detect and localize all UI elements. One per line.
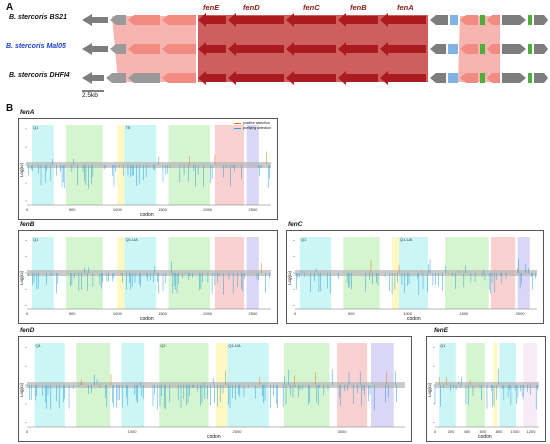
gene-label-fenC: fenC (303, 3, 320, 12)
x-tick-label: 1500 (158, 311, 168, 316)
x-tick-label: 0 (434, 429, 437, 434)
y-axis-label-fenA: Log(ω) (19, 162, 24, 177)
plot-title-fenD: fenD (20, 327, 35, 334)
domain-label: Q1 (33, 237, 39, 242)
x-tick-label: 0 (26, 311, 29, 316)
x-tick-label: 2500 (248, 207, 258, 212)
x-tick-label: 0 (294, 311, 297, 316)
panel-a-letter: A (6, 2, 14, 13)
selection-plot-fenD: 0 1000 2000 3000 Q1 Q2 Q1-UA Log(ω) codon (18, 336, 412, 442)
plot-svg-fenC: 0 500 1000 1500 2000 Q1 Q1-UA (293, 237, 537, 316)
legend-positive: positive selection (234, 121, 270, 125)
selection-plot-fenA: 0 500 1000 1500 2000 2500 Q1 TE Log(ω) codon (18, 118, 278, 220)
gene-label-fenB: fenB (350, 3, 367, 12)
plot-svg-fenE: 0 200 400 600 800 1000 1200 Q1 (433, 343, 539, 434)
x-tick-label: 2000 (516, 311, 526, 316)
x-tick-label: 500 (348, 311, 355, 316)
x-tick-label: 1500 (158, 207, 168, 212)
neutral-band (27, 382, 405, 388)
x-tick-label: 1000 (113, 311, 123, 316)
x-axis-label-fenC: codon (407, 316, 421, 322)
x-tick-label: 500 (69, 311, 76, 316)
gene-cluster-map (82, 13, 548, 92)
gene-arrows-row-3 (82, 71, 548, 85)
y-axis-label-fenB: Log(ω) (19, 270, 24, 285)
x-tick-label: 1000 (113, 207, 123, 212)
x-axis-label-fenE: codon (478, 434, 492, 440)
domain-label: Q1 (36, 343, 42, 348)
x-tick-label: 400 (464, 429, 471, 434)
x-tick-label: 200 (448, 429, 455, 434)
x-tick-label: 2500 (248, 311, 258, 316)
y-axis-label-fenD: Log(ω) (19, 382, 24, 397)
x-tick-label: 2000 (203, 311, 213, 316)
scale-bar-label: 2.5kb (82, 92, 98, 99)
plot-title-fenE: fenE (434, 327, 449, 334)
domain-label: Q1-UA (400, 237, 413, 242)
gene-label-fenD: fenD (243, 3, 260, 12)
plot-title-fenC: fenC (288, 221, 303, 228)
domain-label: TE (126, 125, 131, 130)
x-tick-label: 1000 (128, 429, 138, 434)
x-tick-label: 1000 (511, 429, 521, 434)
x-tick-label: 1200 (527, 429, 537, 434)
plot-svg-fenA: 0 500 1000 1500 2000 2500 Q1 TE (25, 125, 271, 212)
plot-svg-fenD: 0 1000 2000 3000 Q1 Q2 Q1-UA (25, 343, 405, 434)
selection-plot-fenC: 0 500 1000 1500 2000 Q1 Q1-UA Log(ω) codon (286, 230, 544, 324)
legend-purifying: purifying selection (234, 126, 271, 130)
x-tick-label: 0 (26, 429, 29, 434)
selection-plot-fenE: 0 200 400 600 800 1000 1200 Q1 Log(ω) codon (426, 336, 546, 442)
neutral-band (295, 270, 537, 276)
strain-label-dhfi4: B. stercoris DHFI4 (9, 72, 70, 79)
x-axis-label-fenB: codon (140, 316, 154, 322)
x-tick-label: 2000 (233, 429, 243, 434)
y-axis-label-fenC: Log(ω) (287, 270, 292, 285)
x-axis-label-fenD: codon (207, 434, 221, 440)
x-tick-label: 500 (69, 207, 76, 212)
strain-label-mal05: B. stercoris Mal05 (6, 43, 66, 50)
legend-purifying-label: purifying selection (243, 126, 272, 130)
synteny-links-right (458, 16, 500, 82)
domain-label: Q1-UA (126, 237, 139, 242)
y-axis-label-fenE: Log(ω) (427, 382, 432, 397)
domain-label: Q1 (301, 237, 307, 242)
x-tick-label: 0 (26, 207, 29, 212)
x-tick-label: 2000 (203, 207, 213, 212)
x-tick-label: 800 (496, 429, 503, 434)
strain-label-bs21: B. stercoris BS21 (9, 14, 67, 21)
domain-label: Q1 (440, 343, 446, 348)
selection-plot-fenB: 0 500 1000 1500 2000 2500 Q1 Q1-UA Log(ω) codon (18, 230, 278, 324)
gene-label-fenA: fenA (397, 3, 414, 12)
plot-title-fenB: fenB (20, 221, 35, 228)
x-tick-label: 1000 (403, 311, 413, 316)
plot-title-fenA: fenA (20, 109, 35, 116)
domain-label: Q1 (33, 125, 39, 130)
domain-label: Q2 (160, 343, 166, 348)
x-axis-label-fenA: codon (140, 212, 154, 218)
panel-b-letter: B (6, 103, 14, 114)
gene-label-fenE: fenE (203, 3, 220, 12)
gene-arrows-row-2 (82, 42, 548, 56)
domain-label: Q1-UA (228, 343, 241, 348)
plot-svg-fenB: 0 500 1000 1500 2000 2500 Q1 Q1-UA (25, 237, 271, 316)
neutral-band (27, 270, 271, 276)
x-tick-label: 3000 (338, 429, 348, 434)
gene-arrows-row-1 (82, 13, 548, 27)
legend-positive-label: positive selection (243, 121, 270, 125)
x-tick-label: 1500 (459, 311, 469, 316)
x-tick-label: 600 (480, 429, 487, 434)
